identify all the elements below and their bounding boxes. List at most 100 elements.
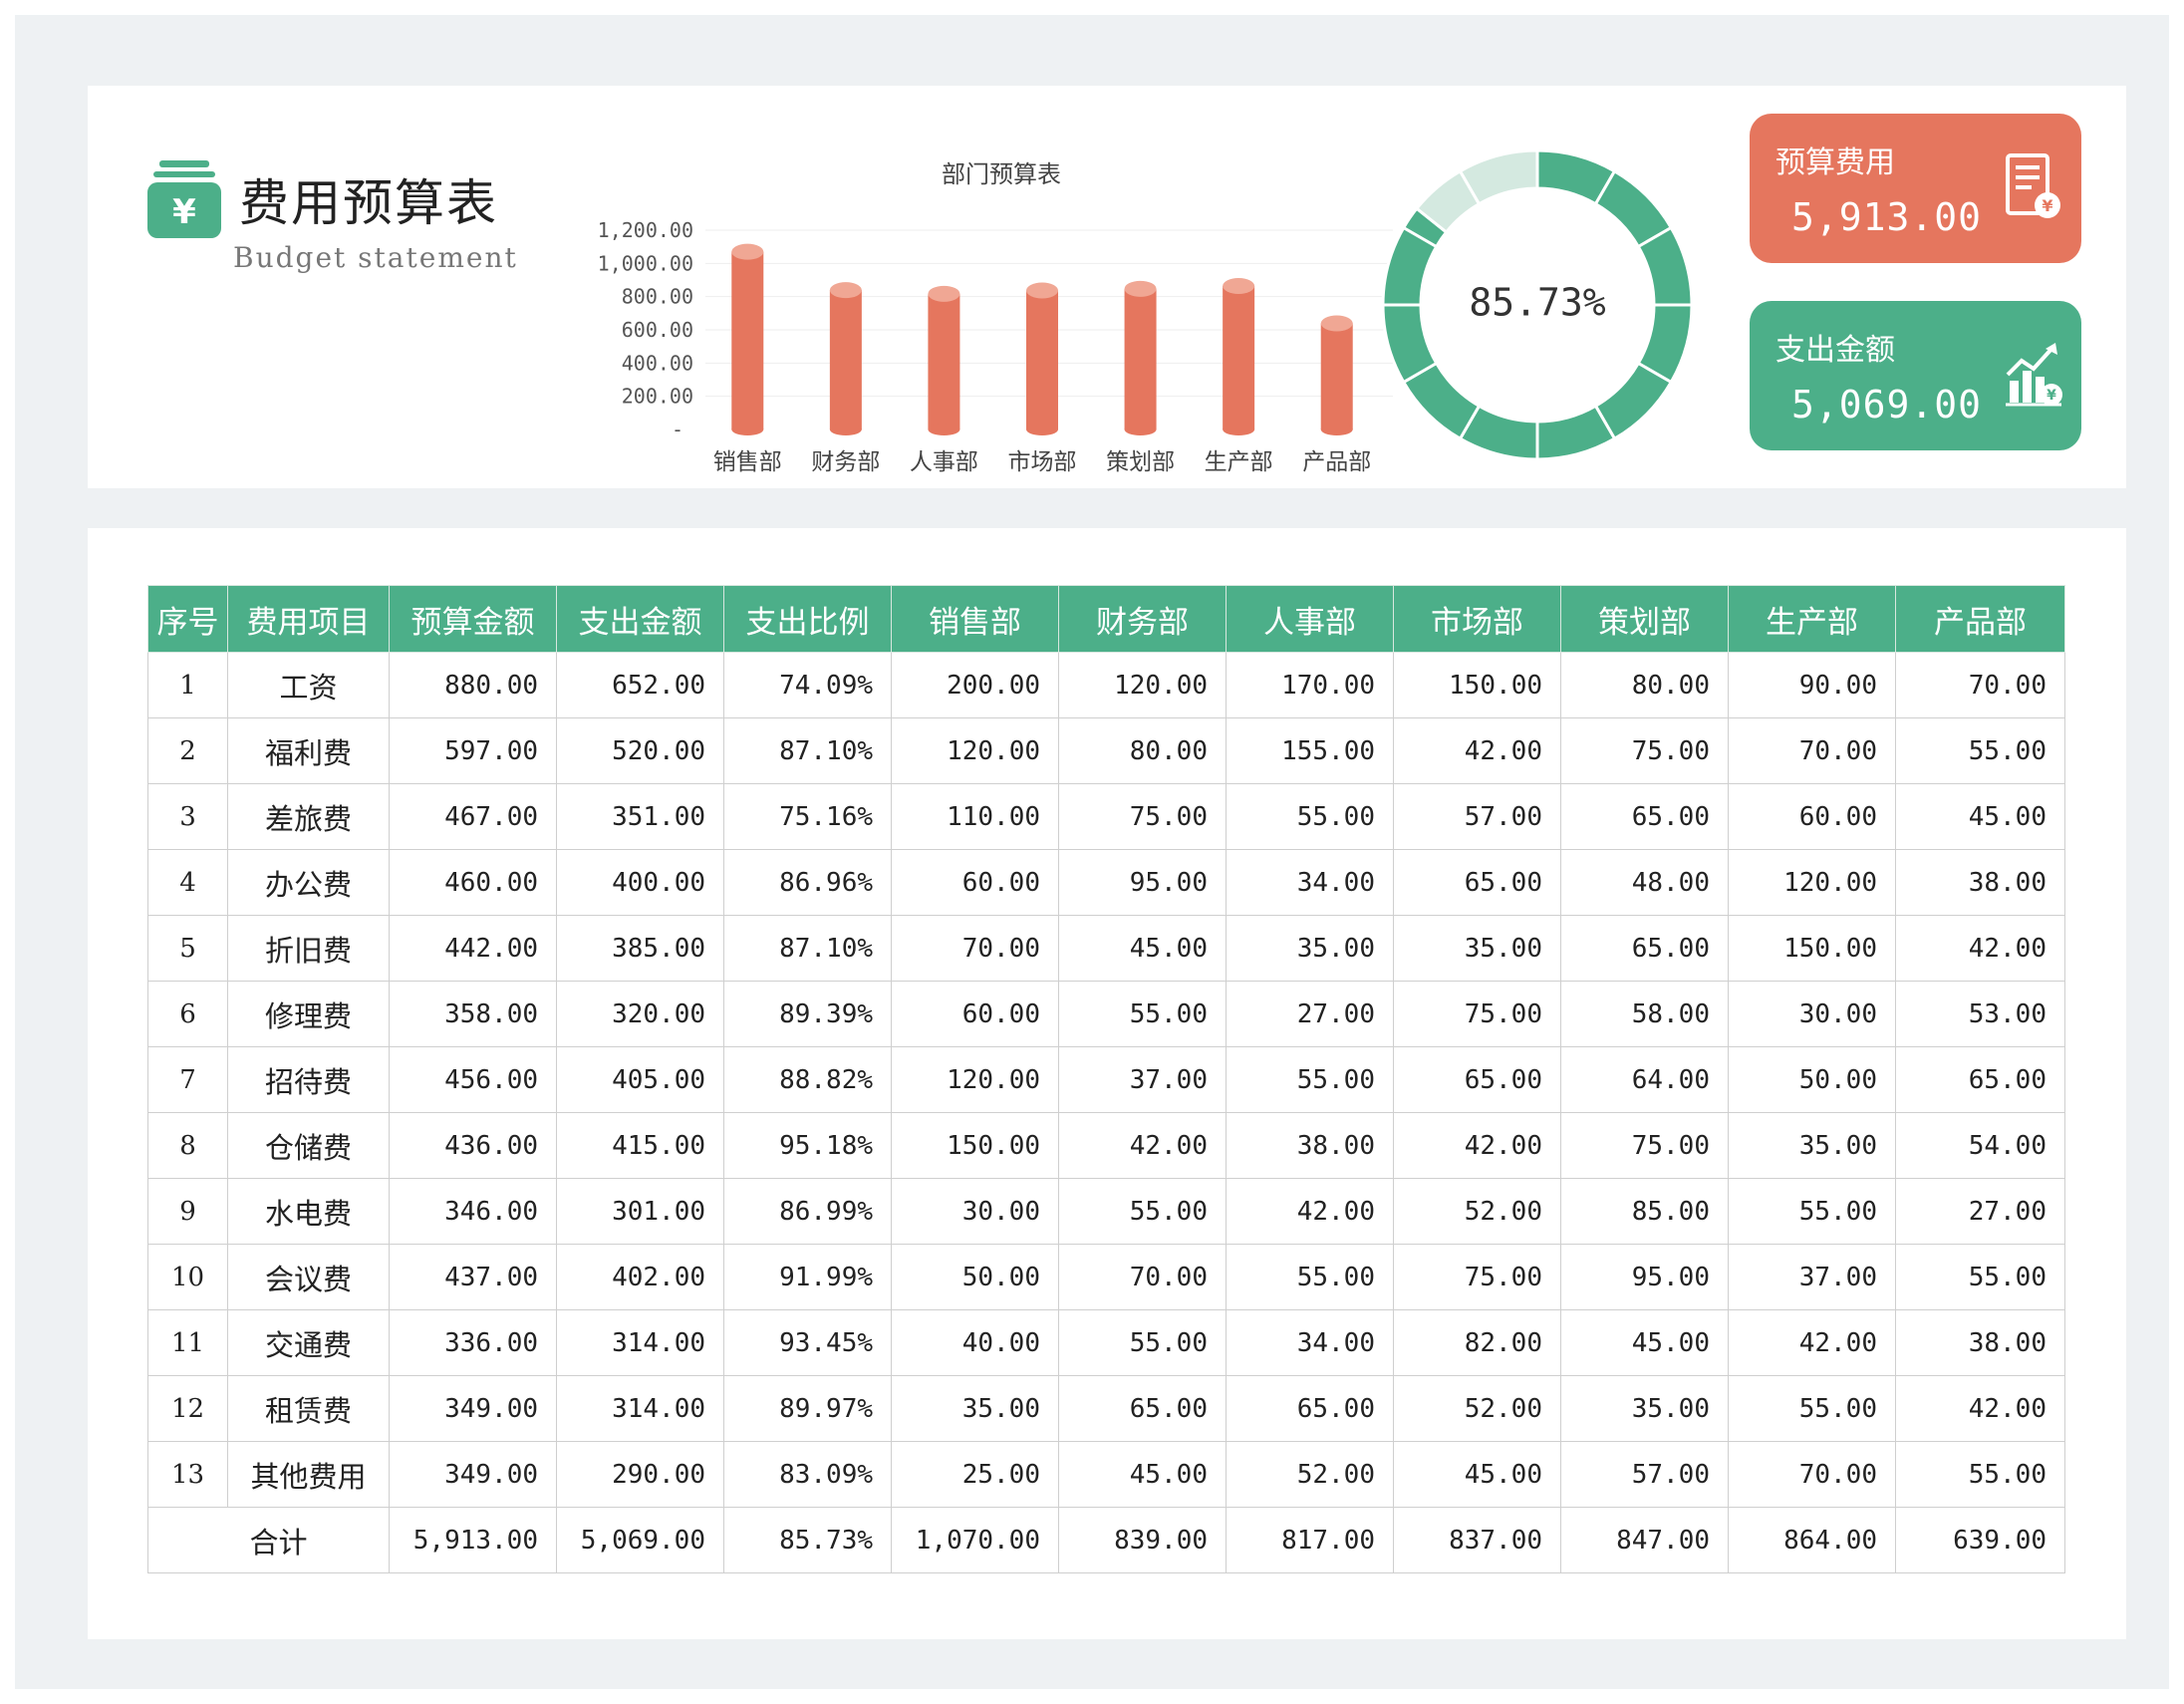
table-cell: 6: [147, 981, 228, 1047]
summary-panel: ¥ 费用预算表 Budget statement 部门预算表 - 200.00 40…: [88, 86, 2126, 488]
column-header: 支出金额: [556, 585, 724, 653]
column-header: 序号: [147, 585, 228, 653]
table-cell: 50.00: [1728, 1046, 1896, 1113]
donut-rest-segment: [1458, 148, 1539, 206]
table-cell: 150.00: [1393, 652, 1561, 718]
table-cell: 9: [147, 1178, 228, 1245]
table-cell: 35.00: [1226, 915, 1394, 982]
table-cell: 25.00: [891, 1441, 1059, 1508]
budget-kpi-card: 预算费用 5,913.00 ¥: [1750, 114, 2081, 263]
total-cell: 639.00: [1895, 1507, 2065, 1573]
table-cell: 52.00: [1393, 1375, 1561, 1442]
table-cell: 租赁费: [227, 1375, 390, 1442]
bar: [1223, 286, 1255, 429]
table-row: 10 会议费 437.00 402.00 91.99% 50.00 70.00 55.00 75…: [147, 1244, 2065, 1310]
table-cell: 55.00: [1058, 1178, 1227, 1245]
table-cell: 35.00: [1728, 1112, 1896, 1179]
table-cell: 460.00: [389, 849, 557, 916]
table-cell: 55.00: [1226, 1244, 1394, 1310]
table-cell: 27.00: [1895, 1178, 2065, 1245]
donut-center-label: 85.73%: [1469, 281, 1605, 325]
table-cell: 37.00: [1728, 1244, 1896, 1310]
table-cell: 42.00: [1895, 1375, 2065, 1442]
table-cell: 75.16%: [723, 783, 892, 850]
table-cell: 336.00: [389, 1309, 557, 1376]
table-cell: 150.00: [1728, 915, 1896, 982]
expense-kpi-value: 5,069.00: [1791, 383, 1983, 426]
table-cell: 150.00: [891, 1112, 1059, 1179]
table-row: 1 工资 880.00 652.00 74.09% 200.00 120.00 170.00 1…: [147, 652, 2065, 718]
table-cell: 58.00: [1560, 981, 1729, 1047]
total-cell: 1,070.00: [891, 1507, 1059, 1573]
table-cell: 320.00: [556, 981, 724, 1047]
table-cell: 45.00: [1895, 783, 2065, 850]
table-row: 12 租赁费 349.00 314.00 89.97% 35.00 65.00 65.00 52…: [147, 1375, 2065, 1442]
table-cell: 交通费: [227, 1309, 390, 1376]
column-header: 销售部: [891, 585, 1059, 653]
bar: [1026, 290, 1058, 429]
bar: [928, 293, 960, 429]
table-row: 6 修理费 358.00 320.00 89.39% 60.00 55.00 27.00 75.…: [147, 981, 2065, 1047]
bar: [829, 290, 862, 429]
column-header: 费用项目: [227, 585, 390, 653]
table-cell: 45.00: [1393, 1441, 1561, 1508]
bar-cap: [1320, 315, 1353, 332]
table-cell: 38.00: [1895, 849, 2065, 916]
table-cell: 42.00: [1393, 1112, 1561, 1179]
table-cell: 75.00: [1560, 1112, 1729, 1179]
table-cell: 52.00: [1226, 1441, 1394, 1508]
table-cell: 60.00: [891, 849, 1059, 916]
table-cell: 45.00: [1058, 915, 1227, 982]
total-cell: 839.00: [1058, 1507, 1227, 1573]
svg-text:¥: ¥: [172, 192, 196, 232]
table-cell: 80.00: [1058, 717, 1227, 784]
y-tick-label: 200.00: [622, 385, 693, 409]
total-label: 合计: [147, 1507, 390, 1573]
table-cell: 7: [147, 1046, 228, 1113]
table-cell: 38.00: [1895, 1309, 2065, 1376]
table-cell: 95.00: [1560, 1244, 1729, 1310]
table-cell: 74.09%: [723, 652, 892, 718]
bar-cap: [731, 243, 764, 260]
table-cell: 314.00: [556, 1309, 724, 1376]
table-cell: 652.00: [556, 652, 724, 718]
table-cell: 200.00: [891, 652, 1059, 718]
table-cell: 65.00: [1560, 783, 1729, 850]
table-cell: 13: [147, 1441, 228, 1508]
table-cell: 467.00: [389, 783, 557, 850]
table-cell: 11: [147, 1309, 228, 1376]
column-header: 市场部: [1393, 585, 1561, 653]
total-cell: 5,913.00: [389, 1507, 557, 1573]
table-cell: 55.00: [1226, 1046, 1394, 1113]
table-cell: 42.00: [1895, 915, 2065, 982]
table-cell: 90.00: [1728, 652, 1896, 718]
table-cell: 30.00: [891, 1178, 1059, 1245]
table-row: 5 折旧费 442.00 385.00 87.10% 70.00 45.00 35.00 35.…: [147, 915, 2065, 982]
table-cell: 30.00: [1728, 981, 1896, 1047]
table-cell: 42.00: [1058, 1112, 1227, 1179]
money-bag-icon: ¥: [147, 160, 221, 238]
page-title: 费用预算表: [239, 174, 498, 232]
table-cell: 55.00: [1895, 1441, 2065, 1508]
table-cell: 880.00: [389, 652, 557, 718]
table-cell: 349.00: [389, 1375, 557, 1442]
column-header: 支出比例: [723, 585, 892, 653]
table-cell: 597.00: [389, 717, 557, 784]
table-cell: 42.00: [1393, 717, 1561, 784]
table-cell: 60.00: [1728, 783, 1896, 850]
budget-kpi-label: 预算费用: [1775, 145, 1895, 180]
table-cell: 155.00: [1226, 717, 1394, 784]
table-cell: 437.00: [389, 1244, 557, 1310]
table-cell: 办公费: [227, 849, 390, 916]
table-cell: 12: [147, 1375, 228, 1442]
table-cell: 456.00: [389, 1046, 557, 1113]
table-cell: 38.00: [1226, 1112, 1394, 1179]
page-background: ¥ 费用预算表 Budget statement 部门预算表 - 200.00 40…: [15, 15, 2169, 1689]
table-cell: 87.10%: [723, 717, 892, 784]
x-category-label: 人事部: [910, 449, 978, 475]
table-cell: 55.00: [1226, 783, 1394, 850]
x-category-label: 财务部: [811, 449, 880, 475]
table-cell: 5: [147, 915, 228, 982]
table-row: 11 交通费 336.00 314.00 93.45% 40.00 55.00 34.00 82…: [147, 1309, 2065, 1376]
table-cell: 290.00: [556, 1441, 724, 1508]
